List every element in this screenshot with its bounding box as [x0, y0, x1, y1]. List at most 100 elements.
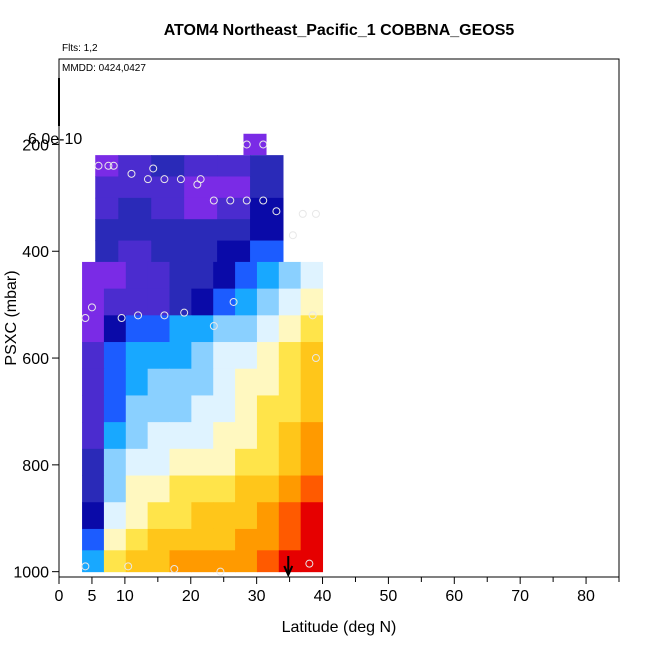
heatmap-cell	[191, 315, 214, 343]
heatmap-cell	[169, 528, 192, 551]
sample-point	[272, 207, 281, 216]
heatmap-cell	[278, 422, 302, 450]
x-tick-label: 80	[577, 588, 595, 605]
y-tick-label: 1000	[13, 565, 49, 582]
x-tick-label: 70	[511, 588, 529, 605]
heatmap-cell	[125, 315, 149, 343]
heatmap-cell	[213, 368, 236, 396]
heatmap-cell	[243, 133, 267, 156]
heatmap-cell	[103, 502, 127, 530]
heatmap-cell	[256, 395, 280, 423]
heatmap-cell	[278, 315, 302, 343]
sample-point	[209, 322, 218, 331]
heatmap-cell	[213, 528, 236, 551]
heatmap-cell	[235, 368, 258, 396]
heatmap-cell	[82, 475, 105, 503]
heatmap-cell	[151, 176, 185, 199]
heatmap-cell	[82, 395, 105, 423]
heatmap-cell	[300, 368, 324, 396]
heatmap-cell	[95, 155, 119, 177]
heatmap-cell	[191, 368, 214, 396]
heatmap-cell	[103, 448, 127, 477]
heatmap-cell	[82, 502, 105, 530]
heatmap-cell	[278, 395, 302, 423]
sample-point	[298, 209, 307, 218]
heatmap-cell	[118, 197, 152, 220]
heatmap-cell	[235, 422, 258, 450]
heatmap-cell	[82, 288, 105, 316]
sample-point	[242, 140, 251, 149]
heatmap-cell	[213, 475, 236, 503]
heatmap-cell	[147, 550, 171, 573]
heatmap-cell	[147, 395, 171, 423]
heatmap-cell	[147, 342, 171, 370]
heatmap-cell	[278, 528, 302, 551]
heatmap-cell	[235, 475, 258, 503]
heatmap-cell	[82, 315, 105, 343]
plot-frame	[58, 58, 620, 578]
heatmap-cell	[95, 219, 119, 242]
heatmap-cell	[103, 422, 127, 450]
heatmap-cell	[217, 219, 251, 242]
heatmap-cell	[213, 502, 236, 530]
heatmap-cell	[300, 422, 324, 450]
heatmap-cell	[147, 448, 171, 477]
heatmap-cell	[118, 219, 152, 242]
heatmap-cell	[191, 395, 214, 423]
heatmap-cell	[151, 155, 185, 177]
sample-point	[87, 303, 96, 312]
y-axis: 200 400 600 800 1000	[13, 137, 59, 582]
heatmap-cell	[169, 342, 192, 370]
heatmap-cell	[191, 261, 214, 290]
heatmap-cell	[191, 288, 214, 316]
heatmap-cell	[103, 315, 127, 343]
heatmap-cell	[213, 288, 236, 316]
sample-point	[94, 161, 103, 170]
heatmap-cell	[235, 502, 258, 530]
heatmap-cell	[213, 550, 236, 573]
heatmap-cell	[213, 315, 236, 343]
sample-point	[259, 140, 268, 149]
heatmap-cell	[278, 475, 302, 503]
x-tick-label: 5	[87, 588, 96, 605]
heatmap-cell	[82, 528, 105, 551]
heatmap-cell	[235, 395, 258, 423]
sample-points	[81, 140, 320, 576]
heatmap-cell	[278, 448, 302, 477]
heatmap-cell	[191, 448, 214, 477]
dates-label: MMDD: 0424,0427	[62, 63, 146, 74]
heatmap-cell	[300, 448, 324, 477]
heatmap-cell	[169, 315, 192, 343]
heatmap-cell	[256, 448, 280, 477]
heatmap-cell	[125, 288, 149, 316]
heatmap-cell	[169, 368, 192, 396]
heatmap-cell	[95, 197, 119, 220]
heatmap-cell	[147, 502, 171, 530]
heatmap-cell	[147, 422, 171, 450]
sample-point	[308, 311, 317, 320]
heatmap-cell	[217, 176, 251, 199]
heatmap-cell	[147, 288, 171, 316]
heatmap-cell	[300, 528, 324, 551]
heatmap-cell	[169, 261, 192, 290]
heatmap-cell	[256, 342, 280, 370]
heatmap-cell	[125, 528, 149, 551]
heatmap-cell	[217, 240, 251, 263]
y-tick-label: 400	[22, 244, 49, 261]
heatmap-cell	[82, 422, 105, 450]
sample-point	[305, 559, 314, 568]
heatmap-cell	[169, 502, 192, 530]
sample-point	[209, 196, 218, 205]
heatmap-cell	[82, 342, 105, 370]
heatmap-cell	[103, 342, 127, 370]
x-tick-label: 30	[248, 588, 266, 605]
heatmap-cell	[235, 288, 258, 316]
sample-point	[288, 231, 297, 240]
heatmap-cell	[235, 448, 258, 477]
x-tick-label: 40	[314, 588, 332, 605]
heatmap-cell	[213, 342, 236, 370]
heatmap-cell	[300, 502, 324, 530]
heatmap-cell	[103, 288, 127, 316]
sample-point	[226, 196, 235, 205]
